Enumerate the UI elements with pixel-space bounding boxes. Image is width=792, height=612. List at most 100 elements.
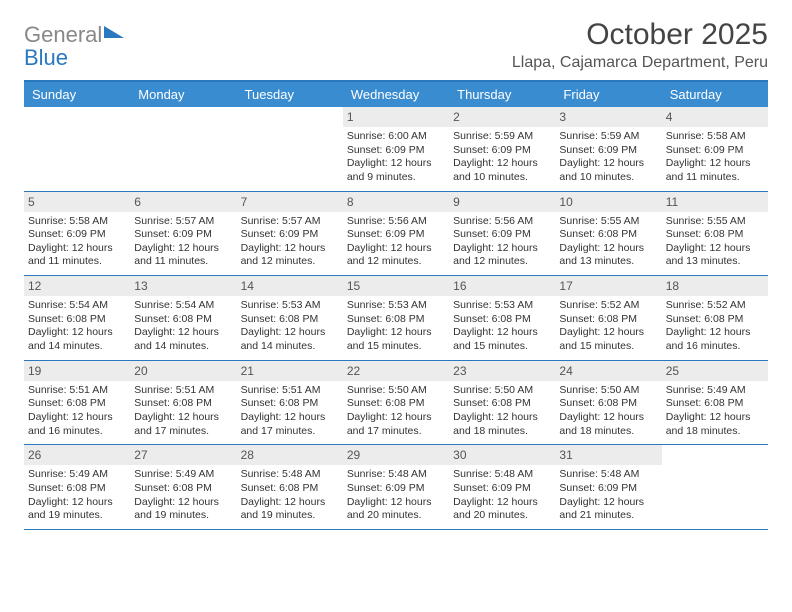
day-details: Sunrise: 5:54 AMSunset: 6:08 PMDaylight:…	[134, 299, 232, 354]
calendar: Sunday Monday Tuesday Wednesday Thursday…	[24, 80, 768, 530]
day-header-sun: Sunday	[24, 82, 130, 107]
day-details: Sunrise: 5:51 AMSunset: 6:08 PMDaylight:…	[241, 384, 339, 439]
day-number: 19	[24, 361, 130, 381]
day-cell: 24 Sunrise: 5:50 AMSunset: 6:08 PMDayligh…	[555, 361, 661, 445]
day-details: Sunrise: 6:00 AMSunset: 6:09 PMDaylight:…	[347, 130, 445, 185]
day-cell: 1 Sunrise: 6:00 AMSunset: 6:09 PMDaylight…	[343, 107, 449, 191]
day-number: 23	[449, 361, 555, 381]
day-cell: 25Sunrise: 5:49 AMSunset: 6:08 PMDayligh…	[662, 361, 768, 445]
day-number: 29	[343, 445, 449, 465]
day-number: 31	[555, 445, 661, 465]
day-cell	[662, 445, 768, 529]
day-details: Sunrise: 5:48 AMSunset: 6:09 PMDaylight:…	[347, 468, 445, 523]
day-cell: 23 Sunrise: 5:50 AMSunset: 6:08 PMDayligh…	[449, 361, 555, 445]
day-details: Sunrise: 5:49 AMSunset: 6:08 PMDaylight:…	[134, 468, 232, 523]
day-details: Sunrise: 5:55 AMSunset: 6:08 PMDaylight:…	[666, 215, 764, 270]
day-number: 11	[662, 192, 768, 212]
day-header-sat: Saturday	[662, 82, 768, 107]
day-number: 26	[24, 445, 130, 465]
logo-flag-icon	[104, 24, 126, 45]
day-number: 2	[449, 107, 555, 127]
day-cell: 16Sunrise: 5:53 AMSunset: 6:08 PMDayligh…	[449, 276, 555, 360]
day-details: Sunrise: 5:48 AMSunset: 6:09 PMDaylight:…	[453, 468, 551, 523]
day-number: 30	[449, 445, 555, 465]
day-cell: 19Sunrise: 5:51 AMSunset: 6:08 PMDayligh…	[24, 361, 130, 445]
day-cell: 4Sunrise: 5:58 AMSunset: 6:09 PMDaylight…	[662, 107, 768, 191]
day-cell: 17Sunrise: 5:52 AMSunset: 6:08 PMDayligh…	[555, 276, 661, 360]
day-cell: 8Sunrise: 5:56 AMSunset: 6:09 PMDaylight…	[343, 192, 449, 276]
day-number: 22	[343, 361, 449, 381]
week-row: 12Sunrise: 5:54 AMSunset: 6:08 PMDayligh…	[24, 276, 768, 361]
day-details: Sunrise: 5:56 AMSunset: 6:09 PMDaylight:…	[347, 215, 445, 270]
day-details: Sunrise: 5:53 AMSunset: 6:08 PMDaylight:…	[241, 299, 339, 354]
header: General Blue October 2025 Llapa, Cajamar…	[24, 18, 768, 72]
day-cell	[24, 107, 130, 191]
weeks-container: 1 Sunrise: 6:00 AMSunset: 6:09 PMDaylight…	[24, 107, 768, 530]
day-number: 28	[237, 445, 343, 465]
day-header-thu: Thursday	[449, 82, 555, 107]
day-cell	[237, 107, 343, 191]
day-cell: 27 Sunrise: 5:49 AMSunset: 6:08 PMDayligh…	[130, 445, 236, 529]
day-number: 1	[343, 107, 449, 127]
day-details: Sunrise: 5:58 AMSunset: 6:09 PMDaylight:…	[28, 215, 126, 270]
week-row: 5 Sunrise: 5:58 AMSunset: 6:09 PMDaylight…	[24, 192, 768, 277]
day-cell: 21 Sunrise: 5:51 AMSunset: 6:08 PMDayligh…	[237, 361, 343, 445]
day-cell: 5 Sunrise: 5:58 AMSunset: 6:09 PMDaylight…	[24, 192, 130, 276]
day-number: 24	[555, 361, 661, 381]
day-number: 12	[24, 276, 130, 296]
day-number: 16	[449, 276, 555, 296]
day-cell	[130, 107, 236, 191]
day-details: Sunrise: 5:50 AMSunset: 6:08 PMDaylight:…	[347, 384, 445, 439]
day-cell: 18Sunrise: 5:52 AMSunset: 6:08 PMDayligh…	[662, 276, 768, 360]
logo-text-block: General Blue	[24, 24, 126, 70]
day-details: Sunrise: 5:48 AMSunset: 6:08 PMDaylight:…	[241, 468, 339, 523]
day-details: Sunrise: 5:49 AMSunset: 6:08 PMDaylight:…	[28, 468, 126, 523]
day-details: Sunrise: 5:59 AMSunset: 6:09 PMDaylight:…	[453, 130, 551, 185]
day-cell: 30 Sunrise: 5:48 AMSunset: 6:09 PMDayligh…	[449, 445, 555, 529]
day-number: 9	[449, 192, 555, 212]
logo: General Blue	[24, 18, 126, 70]
day-number: 3	[555, 107, 661, 127]
day-number: 21	[237, 361, 343, 381]
day-details: Sunrise: 5:53 AMSunset: 6:08 PMDaylight:…	[347, 299, 445, 354]
day-details: Sunrise: 5:50 AMSunset: 6:08 PMDaylight:…	[453, 384, 551, 439]
week-row: 19Sunrise: 5:51 AMSunset: 6:08 PMDayligh…	[24, 361, 768, 446]
day-details: Sunrise: 5:58 AMSunset: 6:09 PMDaylight:…	[666, 130, 764, 185]
day-cell: 14 Sunrise: 5:53 AMSunset: 6:08 PMDayligh…	[237, 276, 343, 360]
day-number: 13	[130, 276, 236, 296]
day-details: Sunrise: 5:52 AMSunset: 6:08 PMDaylight:…	[559, 299, 657, 354]
day-number: 25	[662, 361, 768, 381]
day-cell: 26 Sunrise: 5:49 AMSunset: 6:08 PMDayligh…	[24, 445, 130, 529]
day-details: Sunrise: 5:56 AMSunset: 6:09 PMDaylight:…	[453, 215, 551, 270]
day-details: Sunrise: 5:54 AMSunset: 6:08 PMDaylight:…	[28, 299, 126, 354]
day-number: 5	[24, 192, 130, 212]
day-number: 27	[130, 445, 236, 465]
day-cell: 13 Sunrise: 5:54 AMSunset: 6:08 PMDayligh…	[130, 276, 236, 360]
day-cell: 31 Sunrise: 5:48 AMSunset: 6:09 PMDayligh…	[555, 445, 661, 529]
day-details: Sunrise: 5:51 AMSunset: 6:08 PMDaylight:…	[134, 384, 232, 439]
day-number: 7	[237, 192, 343, 212]
day-header-fri: Friday	[555, 82, 661, 107]
day-number: 15	[343, 276, 449, 296]
title-block: October 2025 Llapa, Cajamarca Department…	[512, 18, 768, 72]
day-header-row: Sunday Monday Tuesday Wednesday Thursday…	[24, 82, 768, 107]
page-title: October 2025	[512, 18, 768, 52]
day-cell: 10 Sunrise: 5:55 AMSunset: 6:08 PMDayligh…	[555, 192, 661, 276]
day-number: 6	[130, 192, 236, 212]
day-cell: 28 Sunrise: 5:48 AMSunset: 6:08 PMDayligh…	[237, 445, 343, 529]
day-header-tue: Tuesday	[237, 82, 343, 107]
day-details: Sunrise: 5:52 AMSunset: 6:08 PMDaylight:…	[666, 299, 764, 354]
logo-text-blue: Blue	[24, 45, 68, 70]
day-details: Sunrise: 5:57 AMSunset: 6:09 PMDaylight:…	[134, 215, 232, 270]
day-header-mon: Monday	[130, 82, 236, 107]
day-details: Sunrise: 5:50 AMSunset: 6:08 PMDaylight:…	[559, 384, 657, 439]
day-cell: 29 Sunrise: 5:48 AMSunset: 6:09 PMDayligh…	[343, 445, 449, 529]
day-details: Sunrise: 5:55 AMSunset: 6:08 PMDaylight:…	[559, 215, 657, 270]
day-cell: 3Sunrise: 5:59 AMSunset: 6:09 PMDaylight…	[555, 107, 661, 191]
day-number: 10	[555, 192, 661, 212]
day-details: Sunrise: 5:48 AMSunset: 6:09 PMDaylight:…	[559, 468, 657, 523]
week-row: 26Sunrise: 5:49 AMSunset: 6:08 PMDayligh…	[24, 445, 768, 530]
logo-text-gray: General	[24, 22, 102, 47]
week-row: 1 Sunrise: 6:00 AMSunset: 6:09 PMDaylight…	[24, 107, 768, 192]
day-number: 14	[237, 276, 343, 296]
